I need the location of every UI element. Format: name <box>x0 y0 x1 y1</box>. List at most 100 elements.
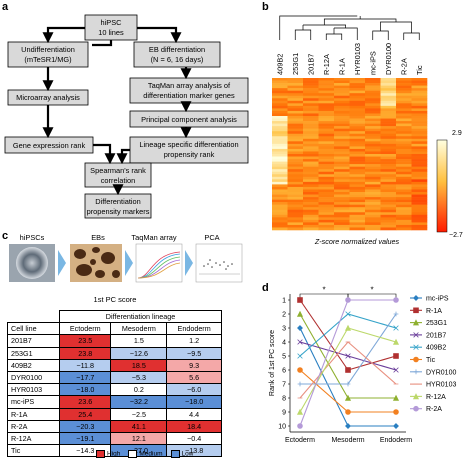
arrow-icon <box>58 250 66 276</box>
rank-chart: 1 2 3 4 5 6 7 8 9 10 Ectoderm Mesoderm Endoderm Rank … <box>269 286 456 445</box>
legend-label: R-1A <box>426 308 442 315</box>
y-tick-label: 8 <box>282 396 286 403</box>
data-point <box>345 381 351 387</box>
cell-line-name: 253G1 <box>7 346 60 360</box>
y-tick-label: 9 <box>282 410 286 417</box>
data-point <box>393 311 399 317</box>
box-undifferentiation <box>7 41 89 68</box>
cell-line-header: Cell line <box>7 322 60 336</box>
data-point <box>296 310 304 317</box>
significance-bracket <box>347 293 397 298</box>
arrow-icon <box>185 250 193 276</box>
column-labels: 409B2 253G1 201B7 R-12A R-1A HYR0103 mc-iPS DYR… <box>275 43 424 75</box>
pc-score-cell: 23.6 <box>58 395 112 409</box>
data-point <box>393 367 399 373</box>
table-row: mc-iPS 23.6 −32.2 −18.0 <box>7 395 222 409</box>
legend-label: Tic <box>426 357 436 364</box>
table-row: 201B7 23.5 1.5 1.2 <box>7 334 222 348</box>
spearman-label-2: correlation <box>101 176 136 185</box>
markers-label-1: Differentiation <box>95 197 140 206</box>
y-axis-label: Rank of 1st PC score <box>269 330 276 396</box>
hipsc-colony <box>16 247 48 279</box>
legend-label: HYR0103 <box>426 382 456 389</box>
table-row: 409B2 −11.8 18.5 9.3 <box>7 358 222 372</box>
flowchart: hiPSC 10 lines Undifferentiation (mTeSR1… <box>4 14 249 219</box>
pc-score-cell: 41.1 <box>110 419 168 433</box>
data-point <box>297 423 303 429</box>
column-label: Tic <box>415 65 424 75</box>
significance-bracket <box>299 293 349 298</box>
pc-score-cell: −32.2 <box>110 395 168 409</box>
data-point <box>413 332 419 338</box>
column-label: mc-iPS <box>368 51 377 75</box>
pc-score-cell: −13.8 <box>166 444 222 458</box>
series-mc-ips <box>297 325 399 429</box>
column-label: R-1A <box>337 58 346 75</box>
markers-label-2: propensity markers <box>87 207 150 216</box>
table-row: R-2A −20.3 41.1 18.4 <box>7 419 222 433</box>
data-point <box>297 353 303 359</box>
pc-score-cell: 0.2 <box>110 383 168 397</box>
cell-line-name: DYR0100 <box>7 370 60 385</box>
pc-score-cell: −19.1 <box>58 431 112 446</box>
box-lineage <box>129 136 249 164</box>
legend-label: DYR0100 <box>426 369 456 376</box>
heatmap-cells <box>272 78 428 231</box>
y-tick-label: 2 <box>282 312 286 319</box>
legend-label: mc-iPS <box>426 296 449 303</box>
data-point <box>392 394 400 401</box>
y-tick-label: 4 <box>282 340 286 347</box>
series-r-2a <box>297 297 399 429</box>
arrow-icon <box>125 250 133 276</box>
lineage-header: Differentiation lineage <box>59 309 222 324</box>
taqman-label-1: TaqMan array analysis of <box>148 81 231 90</box>
data-point <box>413 295 419 301</box>
cell-line-name: 201B7 <box>7 334 60 348</box>
pc-score-cell: 5.6 <box>166 370 222 385</box>
data-point <box>393 325 399 331</box>
eb-label-2: (N = 6, 16 days) <box>151 55 204 64</box>
step-pca: PCA <box>204 233 219 242</box>
heatmap-xlabel: Z-score normalized values <box>314 237 400 246</box>
legend-high: High <box>96 450 120 458</box>
box-markers <box>84 193 152 219</box>
mesoderm-header: Mesoderm <box>110 322 168 336</box>
legend-item: DYR0100 <box>410 369 456 376</box>
series-409b2 <box>297 311 399 359</box>
pc-score-cell: −0.4 <box>166 431 222 446</box>
pc-score-cell: −11.8 <box>58 358 112 372</box>
legend-item: 201B7 <box>410 332 446 339</box>
undiff-label-2: (mTeSR1/MG) <box>24 55 71 64</box>
data-point <box>392 338 400 345</box>
table-blank-header <box>7 310 60 324</box>
x-tick-label: Mesoderm <box>331 437 364 444</box>
legend-label: 409B2 <box>426 345 446 352</box>
pc-score-cell: −9.5 <box>166 346 222 360</box>
gene-rank-label: Gene expression rank <box>13 141 86 150</box>
heatmap-panel: 409B2 253G1 201B7 R-12A R-1A HYR0103 mc-iPS DYR… <box>272 15 463 246</box>
significance-star: * <box>370 286 373 295</box>
data-point <box>297 297 303 303</box>
data-point <box>296 408 304 415</box>
series-line <box>300 313 397 385</box>
table-row: HYR0103 −18.0 0.2 −6.0 <box>7 383 222 397</box>
pc-score-cell: 18.5 <box>110 358 168 372</box>
data-point <box>413 307 419 314</box>
lineage-label-1: Lineage specific differentiation <box>139 140 238 149</box>
legend-label: 253G1 <box>426 320 447 327</box>
step-ebs: EBs <box>91 233 105 242</box>
series-r-1a <box>297 297 399 373</box>
pc-score-cell: 12.1 <box>110 431 168 446</box>
legend-label: 201B7 <box>426 332 446 339</box>
legend-low: Low <box>170 450 193 458</box>
legend-item: R-2A <box>410 405 442 413</box>
pc-score-cell: −20.3 <box>58 419 112 433</box>
pc-score-cell: 9.3 <box>166 358 222 372</box>
column-label: 253G1 <box>291 53 300 75</box>
pc-score-cell: 4.4 <box>166 407 222 421</box>
data-point <box>297 381 303 387</box>
lineage-label-2: propensity rank <box>164 150 215 159</box>
data-point <box>344 394 352 401</box>
pca-label: Principal component analysis <box>141 115 237 124</box>
data-point <box>297 339 303 345</box>
